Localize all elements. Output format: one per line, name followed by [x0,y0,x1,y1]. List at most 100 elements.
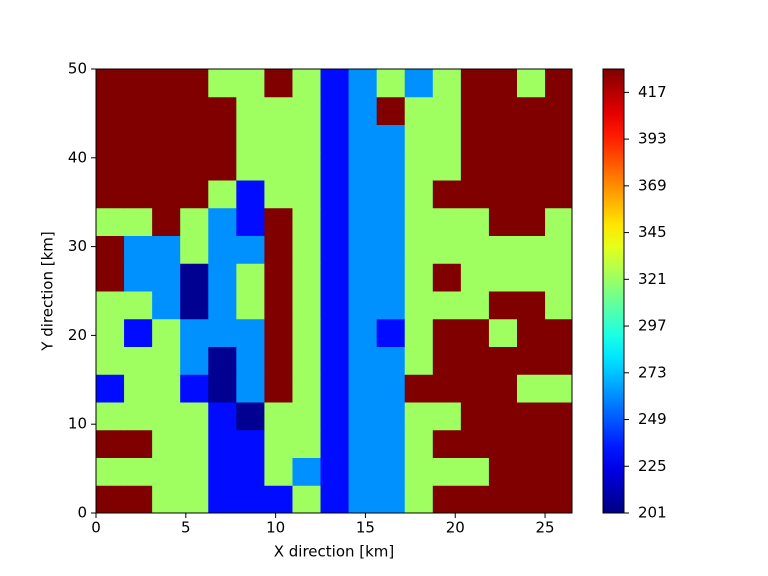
heatmap-cell [404,485,434,513]
heatmap-cell [292,152,322,181]
heatmap-cell [348,263,378,292]
heatmap-cell [96,124,125,153]
heatmap-cell [320,152,350,181]
heatmap-cell [516,180,546,209]
heatmap-cell [320,402,350,431]
heatmap-cell [208,207,237,236]
heatmap-cell [152,96,181,125]
heatmap-cell [348,429,378,458]
heatmap-cell [320,235,350,264]
heatmap-cell [488,346,518,375]
heatmap-cell [545,457,572,486]
heatmap-cell [488,429,518,458]
heatmap-cell [404,402,434,431]
heatmap-cell [488,235,518,264]
heatmap-cell [208,180,237,209]
colorbar-tick-label: 369 [638,176,667,194]
heatmap-cell [404,346,434,375]
heatmap-cell [236,485,265,513]
heatmap-cell [516,318,546,347]
heatmap-cell [96,235,125,264]
heatmap-cell [264,374,293,403]
heatmap-cell [124,207,153,236]
heatmap-cell [292,180,322,209]
heatmap-cell [96,207,125,236]
y-tick-label: 30 [68,237,87,255]
heatmap-cell [236,263,265,292]
heatmap-cell [124,124,153,153]
heatmap-cell [124,291,153,320]
heatmap-cell [236,96,265,125]
heatmap-cell [376,429,406,458]
heatmap-cell [152,374,181,403]
heatmap-cell [180,69,209,98]
heatmap-cell [488,457,518,486]
heatmap-cell [320,263,350,292]
heatmap-cell [236,207,265,236]
heatmap-cell [96,485,125,513]
heatmap-cell [488,374,518,403]
heatmap-cell [432,485,462,513]
heatmap-cell [152,291,181,320]
heatmap-cell [264,124,293,153]
heatmap-cell [124,96,153,125]
heatmap-cell [320,291,350,320]
heatmap-cell [545,180,572,209]
heatmap-cell [292,374,322,403]
heatmap-cell [432,263,462,292]
heatmap-cell [432,124,462,153]
heatmap-cell [96,291,125,320]
heatmap-cell [460,374,490,403]
heatmap-cell [376,485,406,513]
heatmap-cell [124,485,153,513]
heatmap-cell [320,207,350,236]
heatmap-cell [96,402,125,431]
heatmap-cell [488,485,518,513]
heatmap-cell [545,207,572,236]
heatmap-cell [180,263,209,292]
heatmap-cell [96,457,125,486]
heatmap-cell [404,429,434,458]
heatmap-cell [488,96,518,125]
heatmap-cell [292,207,322,236]
heatmap-cell [264,318,293,347]
heatmap-cell [180,291,209,320]
heatmap-cell [292,346,322,375]
heatmap-cell [545,152,572,181]
y-tick-label: 20 [68,326,87,344]
heatmap-cell [124,263,153,292]
heatmap-cell [460,96,490,125]
x-tick-label: 25 [536,519,555,537]
heatmap-cell [152,318,181,347]
heatmap-cell [124,374,153,403]
heatmap-cell [236,318,265,347]
x-tick-label: 5 [181,519,191,537]
heatmap-cell [432,402,462,431]
heatmap-cell [516,374,546,403]
heatmap-cell [460,457,490,486]
heatmap-cell [545,374,572,403]
heatmap-cell [376,96,406,125]
heatmap-cell [152,69,181,98]
heatmap-cell [236,346,265,375]
heatmap-cell [264,69,293,98]
plot-frame [95,68,573,514]
heatmap-cell [152,263,181,292]
colorbar-tick-label: 297 [638,317,667,335]
heatmap-cell [292,263,322,292]
heatmap-cell [152,346,181,375]
heatmap-cell [96,69,125,98]
heatmap-cell [124,457,153,486]
heatmap-cell [208,429,237,458]
heatmap-cell [264,291,293,320]
heatmap-cell [236,69,265,98]
heatmap-cell [152,457,181,486]
heatmap-cell [320,457,350,486]
colorbar-tick-label: 345 [638,223,667,241]
heatmap-cell [404,152,434,181]
heatmap-cell [376,263,406,292]
heatmap-cell [124,429,153,458]
colorbar-tick-label: 417 [638,83,667,101]
heatmap-cell [432,457,462,486]
x-tick-label: 15 [356,519,375,537]
